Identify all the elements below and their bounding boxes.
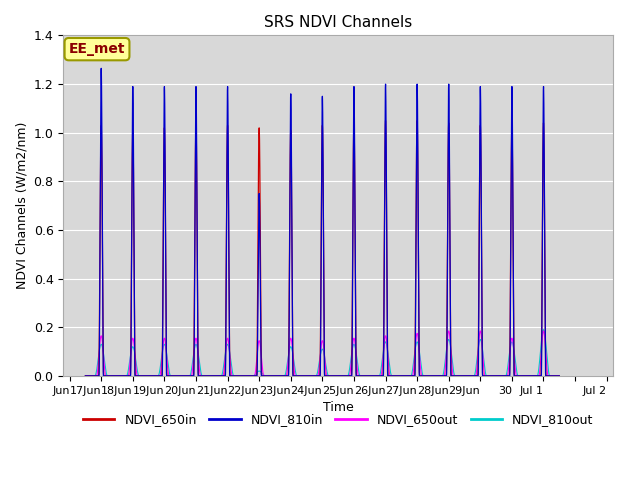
Title: SRS NDVI Channels: SRS NDVI Channels xyxy=(264,15,412,30)
Y-axis label: NDVI Channels (W/m2/nm): NDVI Channels (W/m2/nm) xyxy=(15,122,28,289)
Text: EE_met: EE_met xyxy=(68,42,125,56)
X-axis label: Time: Time xyxy=(323,401,353,414)
Legend: NDVI_650in, NDVI_810in, NDVI_650out, NDVI_810out: NDVI_650in, NDVI_810in, NDVI_650out, NDV… xyxy=(78,408,598,431)
